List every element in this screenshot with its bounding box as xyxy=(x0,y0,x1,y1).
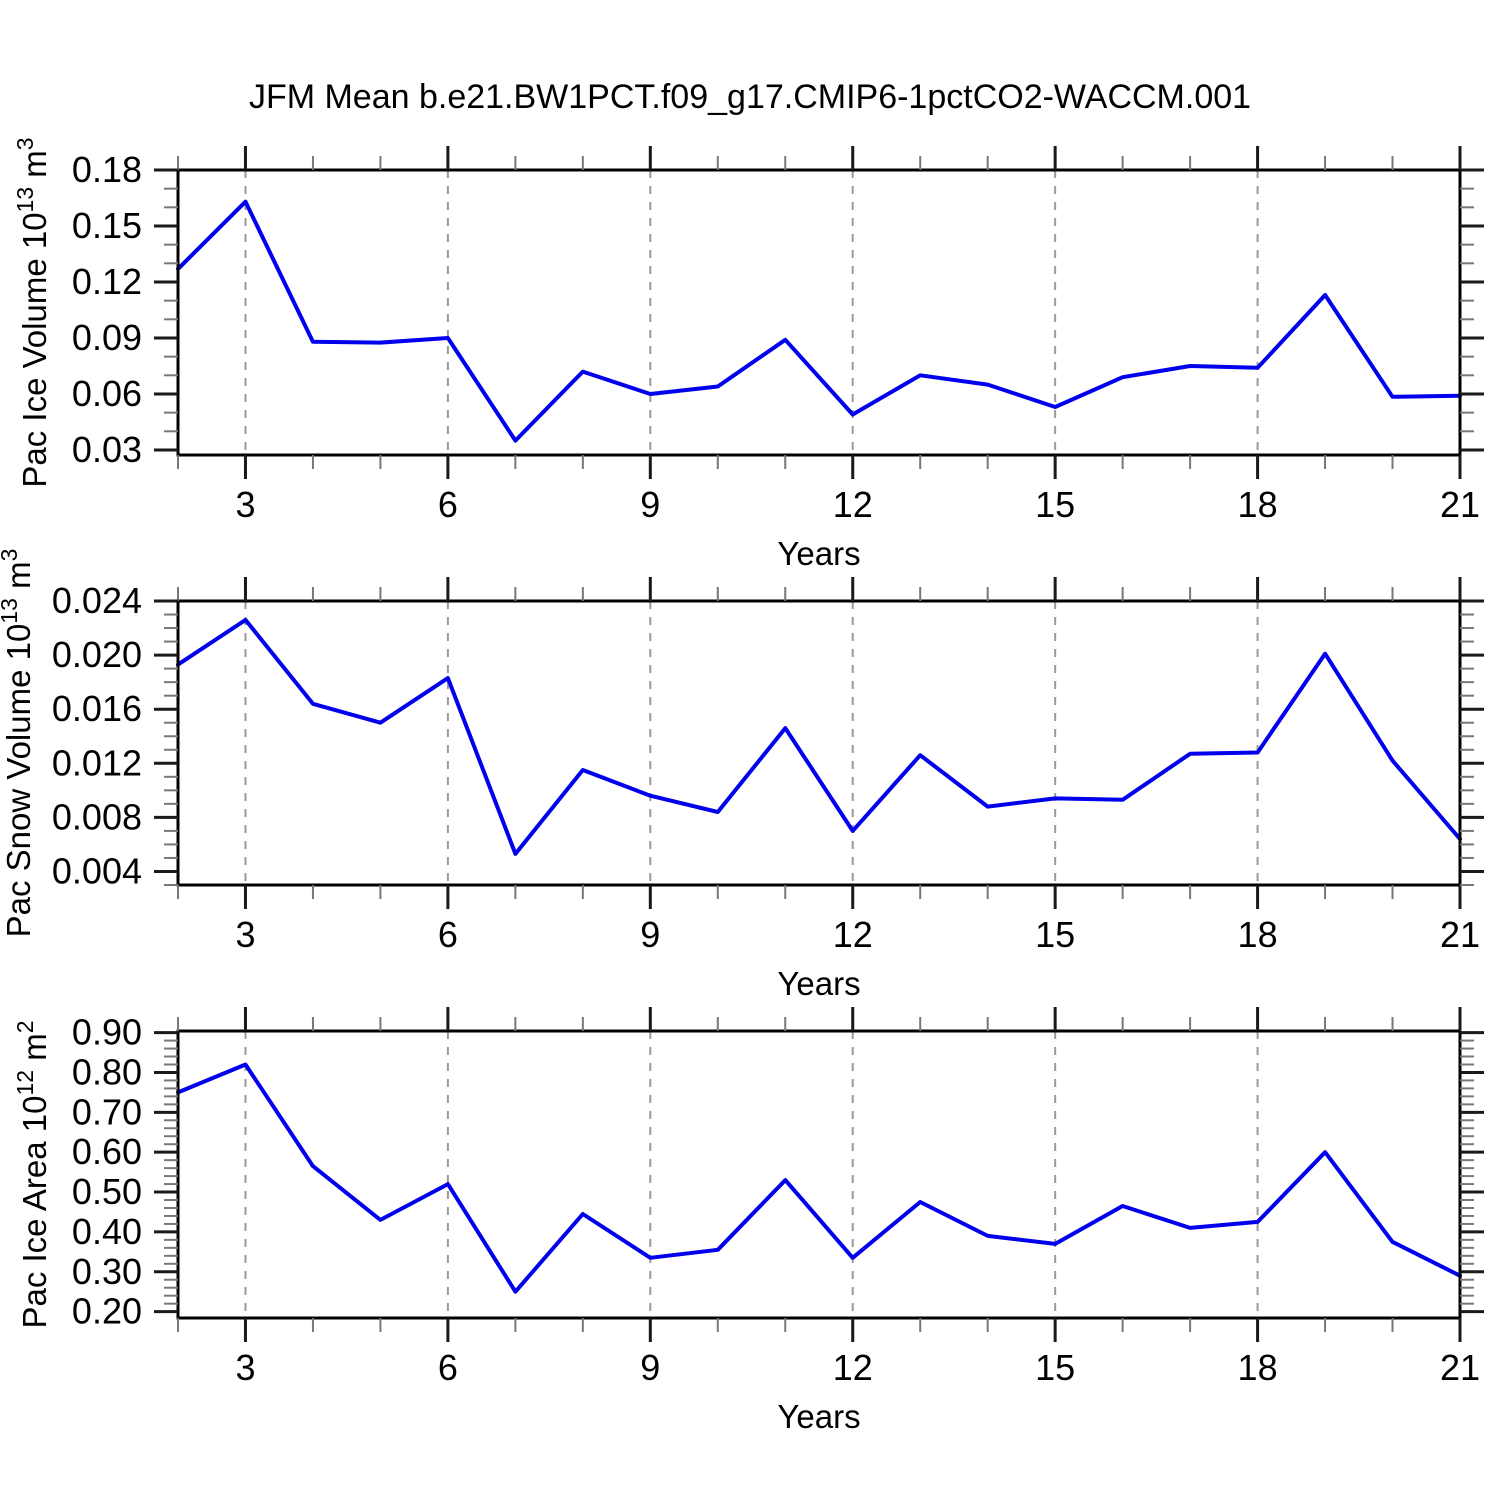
y-tick-label: 0.60 xyxy=(72,1131,142,1172)
y-tick-label: 0.30 xyxy=(72,1251,142,1292)
x-tick-label: 3 xyxy=(235,1347,255,1388)
x-tick-label: 15 xyxy=(1035,484,1075,525)
x-tick-label: 12 xyxy=(833,1347,873,1388)
x-tick-label: 18 xyxy=(1238,914,1278,955)
y-axis-title: Pac Snow Volume 1013 m3 xyxy=(0,549,37,938)
panel-3: 3 6 9 12 15 18 21 0.200.300.400.500.600.700.800… xyxy=(12,1007,1484,1435)
y-tick-label: 0.012 xyxy=(52,742,142,783)
y-tick-label: 0.09 xyxy=(72,317,142,358)
series-line xyxy=(176,199,1462,443)
y-tick-label: 0.12 xyxy=(72,261,142,302)
y-tick-label: 0.020 xyxy=(52,634,142,675)
figure-title: JFM Mean b.e21.BW1PCT.f09_g17.CMIP6-1pct… xyxy=(248,78,1252,116)
x-tick-label: 3 xyxy=(235,914,255,955)
series-line xyxy=(176,617,1462,856)
y-tick-label: 0.40 xyxy=(72,1211,142,1252)
y-axis-title: Pac Ice Area 1012 m2 xyxy=(12,1020,53,1328)
y-axis-title: Pac Ice Volume 1013 m3 xyxy=(12,137,53,487)
series-line xyxy=(176,1062,1462,1294)
y-tick-label: 0.80 xyxy=(72,1051,142,1092)
y-tick-label: 0.004 xyxy=(52,850,142,891)
y-tick-label: 0.90 xyxy=(72,1012,142,1053)
y-tick-label: 0.024 xyxy=(52,580,142,621)
x-tick-label: 9 xyxy=(640,484,660,525)
x-tick-label: 9 xyxy=(640,1347,660,1388)
x-tick-label: 15 xyxy=(1035,914,1075,955)
y-tick-label: 0.50 xyxy=(72,1171,142,1212)
x-axis-title: Years xyxy=(777,965,860,1002)
x-tick-label: 9 xyxy=(640,914,660,955)
y-tick-label: 0.03 xyxy=(72,429,142,470)
x-axis-title: Years xyxy=(777,535,860,572)
panel-2: 3 6 9 12 15 18 21 0.004 0.008 0.012 0.016 0.020 0.02… xyxy=(0,549,1484,1002)
x-tick-label: 21 xyxy=(1440,914,1480,955)
y-tick-label: 0.20 xyxy=(72,1291,142,1332)
x-tick-label: 18 xyxy=(1238,1347,1278,1388)
y-tick-label: 0.016 xyxy=(52,688,142,729)
plot-border xyxy=(176,1029,1462,1320)
x-tick-label: 21 xyxy=(1440,484,1480,525)
y-tick-label: 0.70 xyxy=(72,1091,142,1132)
x-axis-title: Years xyxy=(777,1398,860,1435)
y-tick-label: 0.18 xyxy=(72,149,142,190)
x-tick-label: 6 xyxy=(438,1347,458,1388)
x-tick-label: 15 xyxy=(1035,1347,1075,1388)
plot-border xyxy=(176,168,1462,457)
x-tick-label: 21 xyxy=(1440,1347,1480,1388)
x-tick-label: 18 xyxy=(1238,484,1278,525)
y-tick-label: 0.06 xyxy=(72,373,142,414)
x-tick-label: 6 xyxy=(438,914,458,955)
y-tick-label: 0.15 xyxy=(72,205,142,246)
x-tick-label: 3 xyxy=(235,484,255,525)
x-tick-label: 6 xyxy=(438,484,458,525)
x-tick-label: 12 xyxy=(833,484,873,525)
y-tick-label: 0.008 xyxy=(52,796,142,837)
plot-border xyxy=(176,599,1462,887)
x-tick-label: 12 xyxy=(833,914,873,955)
panel-1: 3 6 9 12 15 18 21 0.03 0.06 0.09 0.12 0.15 0.18 Years… xyxy=(12,137,1484,572)
